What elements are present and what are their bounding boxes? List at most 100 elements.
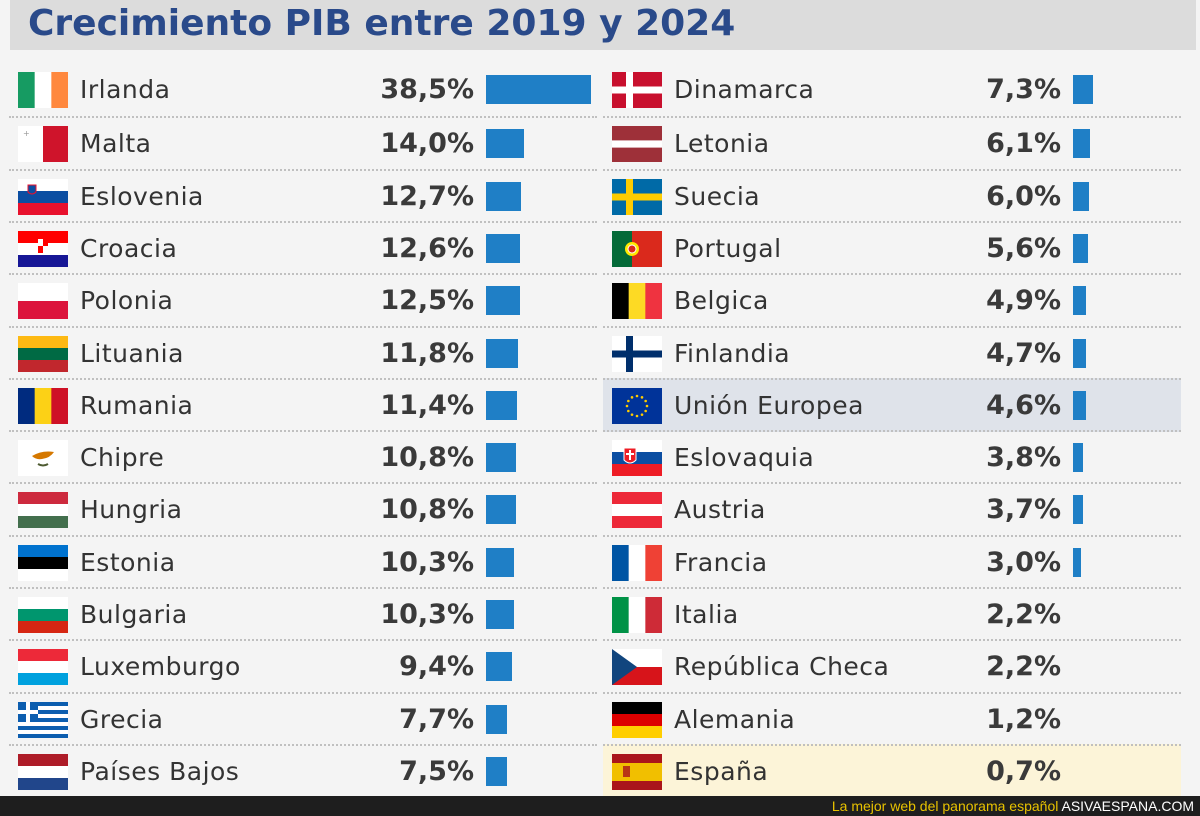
list-item: Francia 3,0%	[603, 534, 1181, 589]
growth-bar	[1073, 75, 1093, 104]
growth-bar	[486, 181, 521, 211]
growth-value: 9,4%	[399, 651, 474, 683]
growth-bar	[486, 75, 591, 104]
netherlands-flag	[18, 753, 68, 790]
bulgaria-flag	[18, 597, 68, 633]
svg-text:+: +	[23, 129, 30, 138]
list-item: Belgica 4,9%	[603, 273, 1181, 327]
list-item: Letonia 6,1%	[603, 116, 1181, 170]
growth-bar	[486, 338, 519, 368]
estonia-flag	[18, 544, 68, 581]
czech-flag	[612, 649, 662, 686]
footer-caption: La mejor web del panorama español ASIVAE…	[832, 796, 1194, 816]
list-item: Croacia 12,6%	[9, 220, 597, 275]
growth-bar	[1073, 233, 1089, 263]
list-item: Estonia 10,3%	[9, 534, 597, 589]
latvia-flag	[612, 126, 662, 163]
footer-slogan: La mejor web del panorama español	[831, 798, 1059, 814]
italy-flag	[612, 597, 662, 633]
country-name: España	[674, 756, 769, 786]
france-flag	[612, 544, 662, 581]
poland-flag	[18, 283, 68, 320]
growth-value: 38,5%	[380, 74, 474, 105]
growth-value: 1,2%	[986, 703, 1061, 735]
list-item: Italia 2,2%	[603, 587, 1181, 641]
growth-value: 12,7%	[380, 180, 474, 212]
list-item: Luxemburgo 9,4%	[9, 639, 597, 693]
austria-flag	[612, 492, 662, 529]
country-name: Suecia	[674, 181, 761, 211]
list-item: Austria 3,7%	[603, 482, 1181, 536]
country-name: Italia	[674, 600, 739, 629]
country-name: Polonia	[80, 286, 174, 316]
growth-value: 10,8%	[380, 442, 474, 474]
luxembourg-flag	[18, 649, 68, 686]
growth-value: 14,0%	[380, 128, 474, 160]
growth-value: 10,3%	[380, 546, 474, 578]
belgium-flag	[612, 283, 662, 320]
spain-flag	[612, 753, 662, 790]
croatia-flag	[18, 230, 68, 267]
list-item: Finlandia 4,7%	[603, 325, 1181, 380]
growth-bar	[486, 390, 518, 420]
growth-value: 11,4%	[380, 389, 474, 421]
growth-value: 4,6%	[986, 389, 1061, 421]
sweden-flag	[612, 178, 662, 215]
growth-bar	[486, 756, 507, 786]
country-name: Rumania	[80, 390, 194, 420]
germany-flag	[612, 701, 662, 738]
ireland-flag	[18, 72, 68, 108]
growth-bar	[1073, 181, 1090, 211]
growth-value: 4,7%	[986, 337, 1061, 369]
growth-value: 3,7%	[986, 494, 1061, 526]
country-name: Finlandia	[674, 338, 791, 368]
growth-value: 7,5%	[399, 755, 474, 787]
cyprus-flag	[18, 440, 68, 477]
country-name: Bulgaria	[80, 600, 188, 629]
lithuania-flag	[18, 335, 68, 372]
growth-bar	[1073, 390, 1086, 420]
growth-bar	[486, 547, 515, 577]
slovakia-flag	[612, 440, 662, 477]
growth-value: 6,1%	[986, 128, 1061, 160]
list-item: Chipre 10,8%	[9, 430, 597, 484]
growth-value: 10,3%	[380, 599, 474, 630]
country-name: Unión Europea	[674, 390, 864, 420]
list-item: Dinamarca 7,3%	[603, 64, 1181, 116]
footer-brand: ASIVAESPANA.COM	[1061, 798, 1194, 814]
chart-title: Crecimiento PIB entre 2019 y 2024	[28, 3, 736, 44]
list-item: Grecia 7,7%	[9, 691, 597, 746]
list-item: Alemania 1,2%	[603, 691, 1181, 746]
growth-bar	[1073, 286, 1087, 316]
country-name: Chipre	[80, 443, 165, 473]
growth-bar	[486, 600, 515, 629]
list-item: Rumania 11,4%	[9, 377, 597, 432]
growth-value: 12,5%	[380, 285, 474, 317]
list-item: Suecia 6,0%	[603, 168, 1181, 223]
country-name: Letonia	[674, 129, 770, 159]
romania-flag	[18, 387, 68, 424]
growth-value: 2,2%	[986, 599, 1061, 630]
list-item: Hungria 10,8%	[9, 482, 597, 536]
growth-bar	[486, 286, 521, 316]
country-name: Francia	[674, 547, 768, 577]
hungary-flag	[18, 492, 68, 529]
footer-bar: La mejor web del panorama español ASIVAE…	[0, 796, 1200, 816]
growth-value: 0,7%	[986, 755, 1061, 787]
country-name: Lituania	[80, 338, 184, 368]
growth-bar	[1073, 338, 1086, 368]
list-item: Irlanda 38,5%	[9, 64, 597, 116]
growth-bar	[1073, 129, 1090, 159]
growth-value: 4,9%	[986, 285, 1061, 317]
eu-flag	[612, 387, 662, 424]
growth-bar	[1073, 547, 1082, 577]
growth-value: 6,0%	[986, 180, 1061, 212]
growth-value: 5,6%	[986, 232, 1061, 264]
country-name: Países Bajos	[80, 756, 240, 786]
malta-flag: +	[18, 126, 68, 163]
country-name: Grecia	[80, 704, 164, 734]
country-name: Dinamarca	[674, 75, 815, 104]
growth-value: 10,8%	[380, 494, 474, 526]
country-name: Eslovenia	[80, 181, 204, 211]
